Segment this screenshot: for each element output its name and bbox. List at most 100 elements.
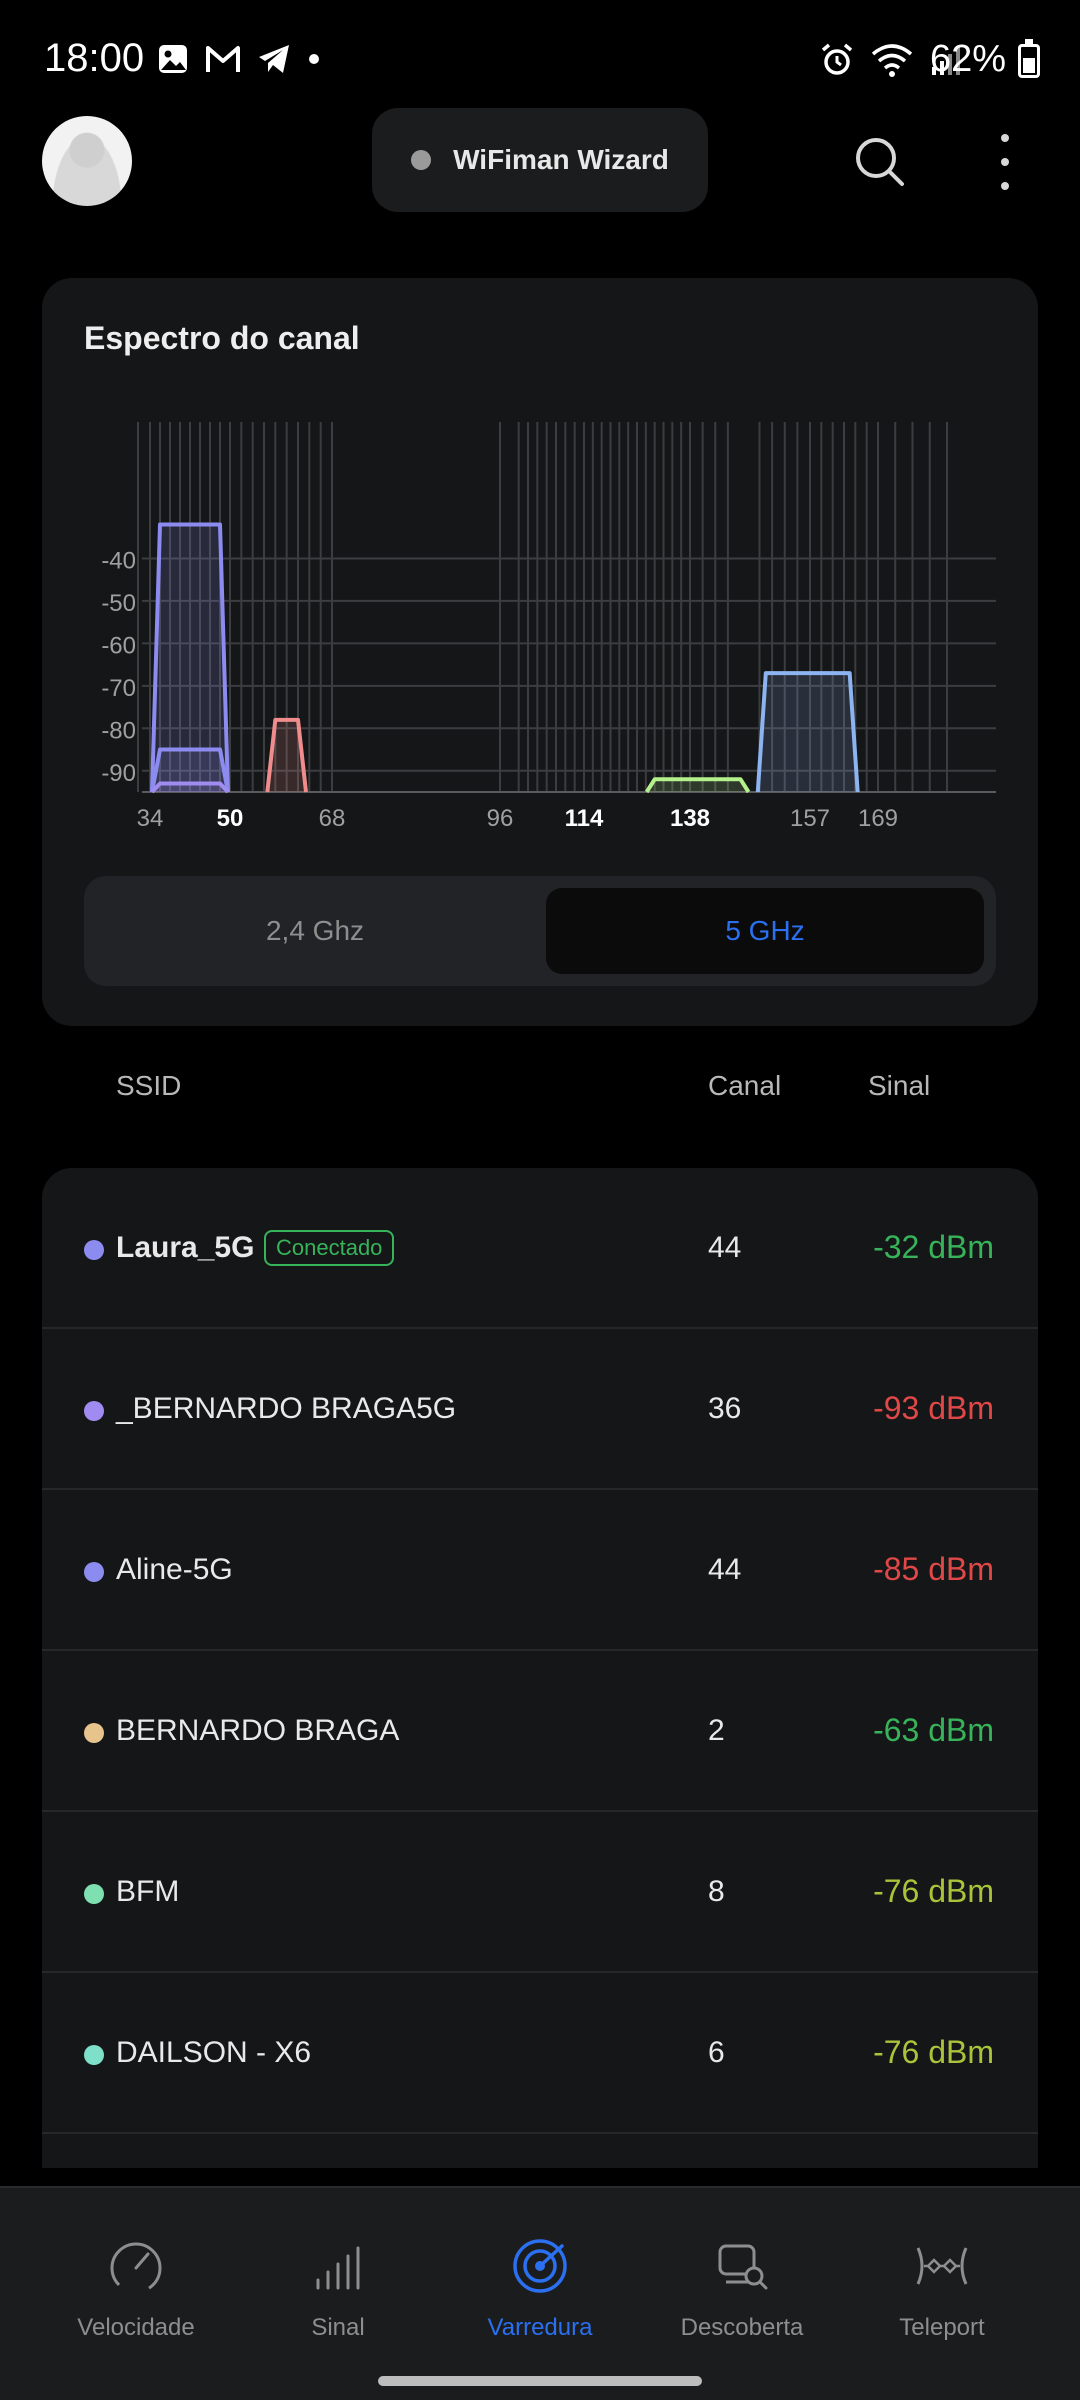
x-tick-label: 50	[217, 805, 244, 832]
gmail-icon	[206, 46, 240, 72]
nav-teleport[interactable]: Teleport	[842, 2188, 1042, 2378]
home-indicator[interactable]	[378, 2376, 702, 2386]
network-band	[755, 671, 860, 793]
network-ssid: DAILSON - X6	[116, 2036, 312, 2069]
y-tick-label: -80	[101, 717, 136, 744]
network-row[interactable]: Laura_5G Conectado 44 -32 dBm	[42, 1168, 1038, 1329]
network-channel: 6	[708, 2036, 725, 2069]
network-row[interactable]: _BERNARDO BRAGA5G 36 -93 dBm	[42, 1329, 1038, 1490]
tab-2-4ghz[interactable]: 2,4 Ghz	[265, 915, 365, 946]
y-tick-label: -60	[101, 632, 136, 659]
channel-spectrum-card: Espectro do canal -40 -50 -60 -70 -80 -90 34 50…	[42, 278, 1038, 1026]
status-bar: 18:00 62%	[0, 0, 1080, 120]
network-ssid: BFM	[116, 1875, 180, 1908]
menu-dot	[1001, 134, 1009, 142]
status-time: 18:00	[44, 36, 145, 80]
header-canal[interactable]: Canal	[708, 1070, 782, 1101]
wizard-label: WiFiman Wizard	[453, 144, 669, 175]
network-band-fill	[267, 719, 306, 792]
dot-icon	[309, 54, 319, 64]
menu-dot	[1001, 182, 1009, 190]
network-band	[265, 717, 308, 793]
nav-sinal[interactable]: Sinal	[238, 2188, 438, 2378]
network-band	[150, 781, 230, 794]
nav-label: Velocidade	[77, 2314, 195, 2341]
network-channel: 44	[708, 1553, 742, 1586]
user-avatar[interactable]	[42, 116, 132, 206]
system-icons	[820, 42, 962, 78]
network-ssid: Laura_5G	[116, 1231, 255, 1264]
y-tick-label: -70	[101, 675, 136, 702]
battery-icon	[1018, 39, 1040, 78]
nav-label: Descoberta	[680, 2314, 804, 2341]
x-tick-label: 34	[137, 805, 164, 832]
nav-label: Varredura	[487, 2314, 593, 2341]
header-sinal[interactable]: Sinal	[868, 1070, 931, 1101]
network-row[interactable]: DAILSON - X6 6 -76 dBm	[42, 1973, 1038, 2134]
wifi-icon	[871, 44, 913, 77]
network-channel: 2	[708, 1714, 725, 1747]
network-band-fill	[646, 779, 749, 792]
network-row[interactable]: BERNARDO BRAGA 2 -63 dBm	[42, 1651, 1038, 1812]
nav-label: Teleport	[899, 2314, 985, 2341]
network-ssid: Aline-5G	[116, 1553, 233, 1586]
network-color-dot	[84, 1401, 104, 1421]
network-band	[150, 747, 230, 793]
x-tick-label: 68	[319, 805, 346, 832]
network-signal: -76 dBm	[873, 1873, 994, 1909]
cell-signal-icon	[932, 46, 960, 75]
network-band-fill	[757, 673, 858, 792]
x-tick-label: 138	[670, 805, 710, 832]
radar-icon	[513, 2239, 567, 2293]
more-options-icon[interactable]	[990, 134, 1020, 190]
network-signal: -76 dBm	[873, 2034, 994, 2070]
network-band	[644, 777, 751, 794]
search-icon[interactable]	[852, 134, 908, 190]
network-color-dot	[84, 1562, 104, 1582]
bottom-navigation: Velocidade Sinal Varredura Descoberta Te…	[0, 2186, 1080, 2400]
network-band	[150, 522, 230, 793]
nav-label: Sinal	[311, 2314, 365, 2341]
network-color-dot	[84, 1723, 104, 1743]
nav-velocidade[interactable]: Velocidade	[36, 2188, 236, 2378]
network-row[interactable]	[42, 2134, 1038, 2168]
speedometer-icon	[110, 2242, 162, 2294]
network-signal: -63 dBm	[873, 1712, 994, 1748]
gallery-icon	[159, 45, 187, 73]
y-tick-label: -50	[101, 590, 136, 617]
network-channel: 8	[708, 1875, 725, 1908]
network-band-fill	[152, 783, 228, 792]
notification-icons	[156, 42, 322, 76]
teleport-icon	[916, 2247, 968, 2285]
network-list: Laura_5G Conectado 44 -32 dBm _BERNARDO …	[42, 1168, 1038, 2168]
x-tick-label: 114	[565, 805, 604, 832]
x-tick-label: 157	[790, 805, 830, 832]
network-channel: 44	[708, 1231, 742, 1264]
network-ssid: _BERNARDO BRAGA5G	[116, 1392, 457, 1425]
y-tick-label: -90	[101, 760, 136, 787]
band-selector: 2,4 Ghz 5 GHz	[84, 876, 996, 986]
device-search-icon	[718, 2244, 768, 2290]
tab-5ghz[interactable]: 5 GHz	[546, 888, 984, 974]
network-color-dot	[84, 2045, 104, 2065]
y-tick-label: -40	[101, 547, 136, 574]
alarm-icon	[821, 43, 853, 75]
network-ssid: BERNARDO BRAGA	[116, 1714, 400, 1747]
network-row[interactable]: Aline-5G 44 -85 dBm	[42, 1490, 1038, 1651]
network-signal: -93 dBm	[873, 1390, 994, 1426]
nav-varredura[interactable]: Varredura	[440, 2188, 640, 2378]
spectrum-title: Espectro do canal	[84, 320, 360, 356]
battery-percentage: 62%	[929, 38, 1006, 80]
wifiman-wizard-button[interactable]: WiFiman Wizard	[372, 108, 708, 212]
network-channel: 36	[708, 1392, 742, 1425]
wizard-status-dot	[411, 150, 432, 170]
network-signal: -32 dBm	[873, 1229, 994, 1265]
network-band-fill	[152, 749, 228, 792]
x-tick-label: 96	[487, 805, 514, 832]
x-tick-label: 169	[858, 805, 898, 832]
connected-badge: Conectado	[264, 1230, 395, 1266]
header-ssid[interactable]: SSID	[116, 1070, 182, 1101]
nav-descoberta[interactable]: Descoberta	[642, 2188, 842, 2378]
network-row[interactable]: BFM 8 -76 dBm	[42, 1812, 1038, 1973]
